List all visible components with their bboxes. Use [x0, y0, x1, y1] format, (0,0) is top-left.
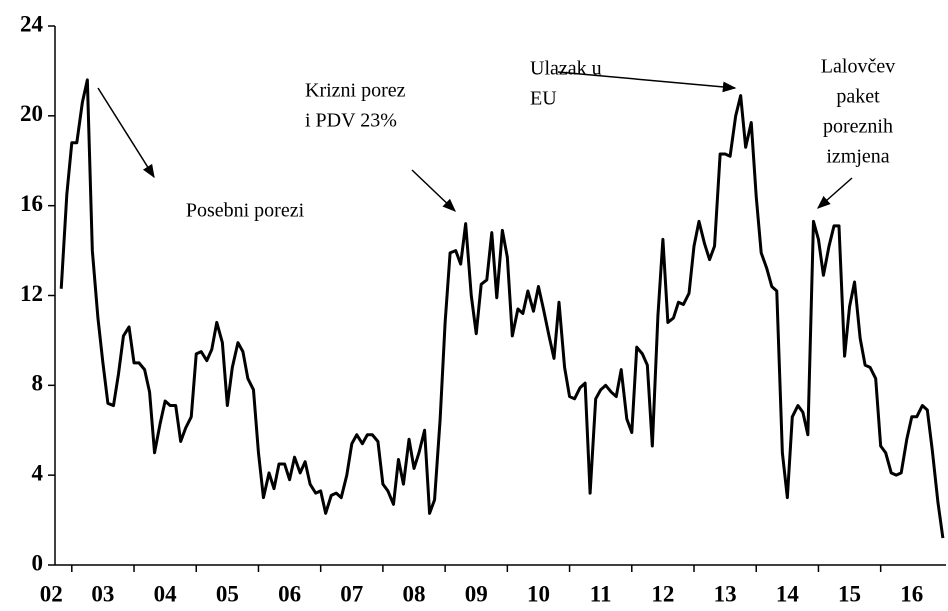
line-series	[59, 78, 945, 539]
x-tick-label: 11	[590, 581, 612, 606]
x-tick-label: 14	[776, 581, 800, 606]
x-tick-label: 07	[340, 581, 363, 606]
arrow	[411, 169, 456, 212]
arrow	[97, 87, 155, 179]
x-tick-label: 09	[465, 581, 488, 606]
annotations: Posebni porezi Krizni porez i PDV 23% Ul…	[97, 56, 895, 222]
annotation: i PDV 23%	[305, 110, 397, 132]
annotation: Posebni porezi	[186, 200, 305, 222]
x-tick-label: 16	[900, 581, 923, 606]
annotation: EU	[530, 88, 557, 110]
annotation: Krizni porez	[305, 80, 406, 102]
annotation: poreznih	[823, 116, 893, 138]
x-tick-label: 03	[91, 581, 114, 606]
annotation: Lalovčev	[821, 56, 895, 78]
x-tick-label: 15	[838, 581, 861, 606]
y-tick-label: 24	[20, 11, 44, 36]
y-tick-label: 16	[20, 191, 43, 216]
x-tick-label: 13	[714, 581, 737, 606]
x-tick-label: 06	[278, 581, 301, 606]
x-tick-label: 04	[154, 581, 178, 606]
arrow	[816, 177, 853, 209]
y-tick-label: 8	[32, 371, 44, 396]
annotation: izmjena	[826, 146, 889, 168]
x-tick-label: 02	[40, 581, 63, 606]
y-tick-label: 4	[32, 460, 44, 485]
y-tick-label: 0	[32, 550, 44, 575]
x-tick-label: 10	[527, 581, 550, 606]
annotation: paket	[836, 86, 880, 108]
x-tick-label: 05	[216, 581, 239, 606]
arrow	[557, 71, 737, 93]
x-tick-label: 12	[651, 581, 674, 606]
x-tick-label: 08	[403, 581, 426, 606]
annotation: Ulazak u	[530, 58, 602, 80]
y-tick-label: 20	[20, 101, 43, 126]
y-tick-label: 12	[20, 281, 43, 306]
